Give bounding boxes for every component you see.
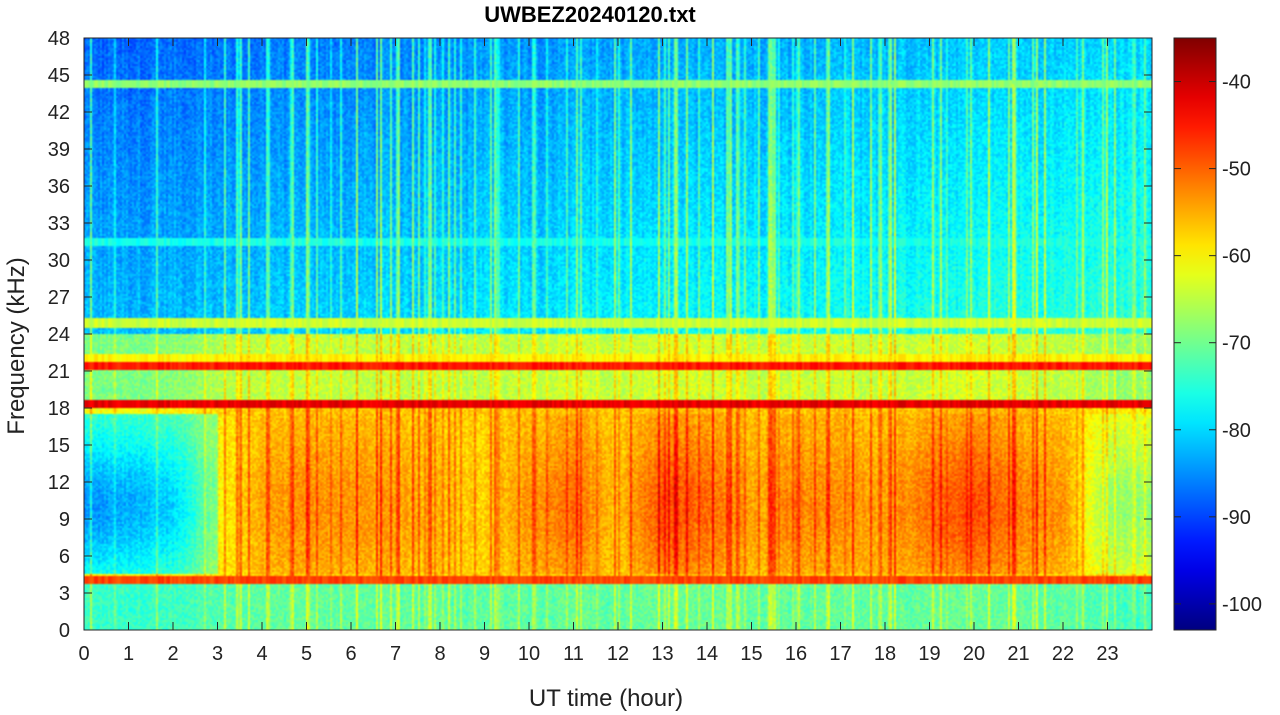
x-tick-label: 4 — [256, 643, 267, 665]
y-tick-label: 18 — [48, 398, 70, 420]
x-tick-label: 7 — [390, 643, 401, 665]
x-tick-label: 1 — [123, 643, 134, 665]
y-tick-label: 9 — [59, 509, 70, 531]
x-tick-label: 5 — [301, 643, 312, 665]
x-tick-label: 6 — [345, 643, 356, 665]
x-tick-label: 14 — [696, 643, 718, 665]
colorbar: -40 -50 -60 -70 -80 -90 -100 — [1173, 37, 1262, 631]
colorbar-ticks: -40 -50 -60 -70 -80 -90 -100 — [1174, 72, 1262, 616]
y-tick-label: 12 — [48, 472, 70, 494]
y-tick-label: 15 — [48, 435, 70, 457]
y-tick-label: 21 — [48, 361, 70, 383]
x-tick-label: 13 — [651, 643, 673, 665]
x-tick-label: 17 — [829, 643, 851, 665]
x-tick-label: 16 — [785, 643, 807, 665]
x-tick-label: 22 — [1052, 643, 1074, 665]
x-tick-label: 19 — [918, 643, 940, 665]
x-tick-label: 0 — [78, 643, 89, 665]
y-tick-label: 39 — [48, 139, 70, 161]
colorbar-tick-label: -40 — [1222, 72, 1251, 94]
y-tick-label: 36 — [48, 176, 70, 198]
x-axis-ticks: 0 1 2 3 4 5 6 7 8 9 10 11 12 13 14 15 16 17 18 19 20 21 22 23 — [78, 38, 1119, 665]
x-tick-label: 2 — [167, 643, 178, 665]
y-axis-label: Frequency (kHz) — [3, 257, 30, 434]
x-tick-label: 20 — [963, 643, 985, 665]
x-axis-label: UT time (hour) — [529, 685, 683, 712]
y-tick-label: 6 — [59, 546, 70, 568]
y-tick-label: 33 — [48, 213, 70, 235]
x-tick-label: 21 — [1007, 643, 1029, 665]
colorbar-tick-label: -60 — [1222, 246, 1251, 268]
colorbar-tick-label: -50 — [1222, 159, 1251, 181]
x-tick-label: 9 — [479, 643, 490, 665]
x-tick-label: 18 — [874, 643, 896, 665]
colorbar-tick-label: -100 — [1222, 594, 1262, 616]
colorbar-tick-label: -70 — [1222, 333, 1251, 355]
y-tick-label: 45 — [48, 65, 70, 87]
x-tick-label: 10 — [518, 643, 540, 665]
colorbar-frame — [1173, 37, 1217, 631]
x-tick-label: 8 — [434, 643, 445, 665]
colorbar-tick-label: -90 — [1222, 507, 1251, 529]
colorbar-tick-label: -80 — [1222, 420, 1251, 442]
x-tick-label: 11 — [563, 643, 584, 665]
chart-title: UWBEZ20240120.txt — [484, 2, 696, 27]
spectrogram-heatmap — [84, 38, 1152, 630]
y-tick-label: 30 — [48, 250, 70, 272]
y-tick-label: 42 — [48, 102, 70, 124]
y-tick-label: 0 — [59, 620, 70, 642]
y-tick-label: 27 — [48, 287, 70, 309]
x-tick-label: 23 — [1096, 643, 1118, 665]
x-tick-label: 3 — [212, 643, 223, 665]
spectrogram-plot-area — [83, 37, 1153, 631]
x-tick-label: 15 — [740, 643, 762, 665]
colorbar-gradient — [1174, 38, 1216, 630]
y-tick-label: 3 — [59, 583, 70, 605]
x-tick-label: 12 — [607, 643, 629, 665]
y-tick-label: 24 — [48, 324, 70, 346]
y-tick-label: 48 — [48, 28, 70, 50]
